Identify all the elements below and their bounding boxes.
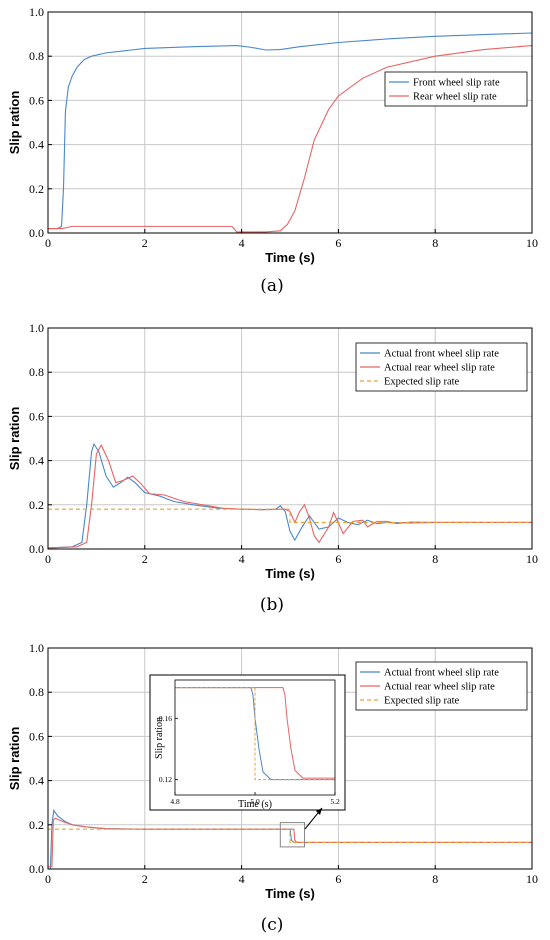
series-line-3 (48, 508, 532, 524)
zoom-arrow-head (316, 808, 322, 815)
x-axis-label: Time (s) (265, 886, 315, 901)
y-axis-label: Slip ration (7, 91, 22, 155)
figure-label-b: (b) (260, 595, 284, 615)
y-tick-label: 0.8 (29, 685, 44, 699)
legend-label-1: Actual front wheel slip rate (384, 349, 499, 360)
figure-label-c: (c) (261, 915, 284, 935)
inset-x-tick-label: 4.8 (170, 797, 180, 806)
x-tick-label: 6 (335, 552, 341, 566)
legend-label-1: Front wheel slip rate (413, 78, 500, 89)
x-tick-label: 8 (432, 552, 438, 566)
inset-y-tick-label: 0.12 (159, 775, 172, 784)
y-tick-label: 0.2 (29, 818, 44, 832)
series-line-2 (48, 45, 533, 233)
y-tick-label: 1.0 (29, 5, 44, 19)
series-line-3 (48, 828, 532, 844)
y-tick-label: 1.0 (29, 641, 44, 655)
legend-label-3: Expected slip rate (384, 377, 460, 388)
y-tick-label: 0.4 (29, 454, 44, 468)
series-line-2 (47, 443, 532, 549)
y-tick-label: 0.4 (29, 774, 44, 788)
plot-area-frame (47, 327, 533, 550)
plot-area-frame (47, 647, 533, 870)
y-tick-label: 0.4 (29, 138, 44, 152)
y-tick-label: 1.0 (29, 321, 44, 335)
y-axis-label: Slip ration (7, 407, 22, 471)
legend-label-2: Actual rear wheel slip rate (384, 363, 495, 374)
x-tick-label: 10 (526, 872, 538, 886)
x-tick-label: 6 (335, 236, 341, 250)
x-tick-label: 2 (142, 236, 148, 250)
inset-x-tick-label: 5.2 (330, 797, 340, 806)
x-tick-label: 4 (239, 552, 245, 566)
x-tick-label: 0 (45, 552, 51, 566)
plot-area-frame (47, 11, 533, 234)
series-line-1 (48, 32, 533, 230)
x-tick-label: 8 (432, 872, 438, 886)
legend-label-2: Rear wheel slip rate (413, 92, 497, 103)
x-tick-label: 0 (45, 872, 51, 886)
x-tick-label: 4 (239, 236, 245, 250)
chart-panel-b: 0 2 4 6 8 10 0.0 0.2 0.4 0.6 0.8 1.0 Time (s) Slip ra… (7, 321, 538, 581)
inset-y-axis-label: Slip ration (154, 717, 165, 759)
inset-series-line-3 (175, 687, 335, 781)
inset-series-line-2 (175, 687, 335, 779)
x-axis-label: Time (s) (265, 250, 315, 265)
legend-box (355, 661, 528, 711)
y-tick-label: 0.2 (29, 182, 44, 196)
figure-label-a: (a) (260, 276, 283, 296)
inset-x-axis-label: Time (s) (238, 799, 272, 810)
legend-box (384, 71, 528, 107)
x-axis-label: Time (s) (265, 566, 315, 581)
y-tick-label: 0.6 (29, 409, 44, 423)
x-tick-label: 10 (526, 552, 538, 566)
series-line-1 (47, 442, 532, 549)
legend-label-3: Expected slip rate (384, 696, 460, 707)
x-tick-label: 10 (526, 236, 538, 250)
chart-panel-c: 0 2 4 6 8 10 0.0 0.2 0.4 0.6 0.8 1.0 Time (s) Slip ra… (7, 641, 538, 901)
legend-box (355, 342, 528, 392)
x-tick-label: 0 (45, 236, 51, 250)
chart-panel-a: 0 2 4 6 8 10 0.0 0.2 0.4 0.6 0.8 1.0 Time (s) Slip ra… (7, 5, 538, 265)
x-tick-label: 6 (335, 872, 341, 886)
inset-x-tick-label: 5.0 (250, 797, 260, 806)
y-tick-label: 0.8 (29, 365, 44, 379)
y-tick-label: 0.6 (29, 729, 44, 743)
x-tick-label: 8 (432, 236, 438, 250)
legend-label-2: Actual rear wheel slip rate (384, 682, 495, 693)
y-tick-label: 0.0 (29, 226, 44, 240)
inset-y-tick-label: 0.16 (159, 714, 172, 723)
y-tick-label: 0.6 (29, 93, 44, 107)
x-tick-label: 2 (142, 872, 148, 886)
zoom-region-box (279, 822, 306, 848)
legend-label-1: Actual front wheel slip rate (384, 668, 499, 679)
y-axis-label: Slip ration (7, 727, 22, 791)
y-tick-label: 0.0 (29, 542, 44, 556)
y-tick-label: 0.0 (29, 862, 44, 876)
x-tick-label: 4 (239, 872, 245, 886)
x-tick-label: 2 (142, 552, 148, 566)
y-tick-label: 0.2 (29, 498, 44, 512)
inset-series-line-1 (175, 687, 335, 781)
y-tick-label: 0.8 (29, 49, 44, 63)
